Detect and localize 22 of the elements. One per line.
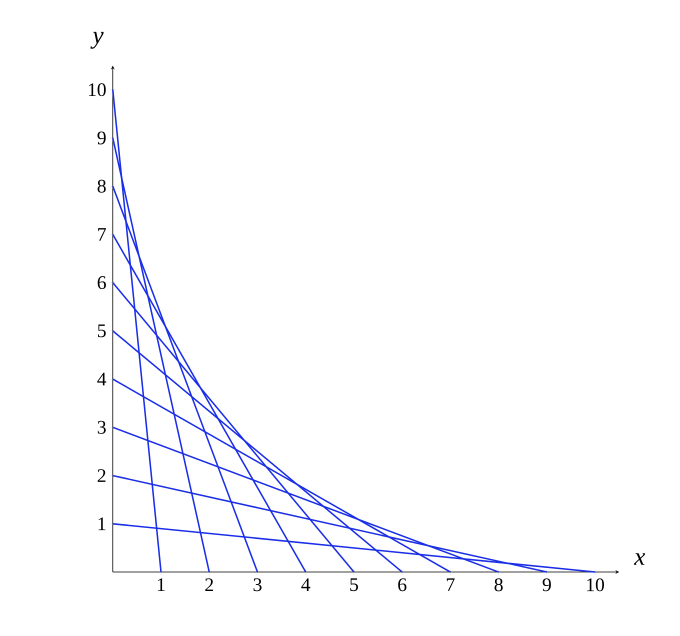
y-tick-label: 6 [98, 276, 106, 290]
x-tick-label: 8 [494, 578, 503, 592]
y-axis-title: y [90, 32, 104, 49]
y-tick-label: 4 [97, 372, 106, 386]
x-tick-label: 7 [446, 578, 455, 592]
x-tick-label: 9 [542, 578, 551, 592]
y-tick-label: 10 [88, 83, 106, 96]
y-tick-label: 2 [98, 469, 106, 482]
y-tick-label: 3 [98, 421, 106, 434]
y-tick-label: 8 [98, 180, 106, 193]
y-tick-label: 7 [98, 228, 106, 241]
y-tick-label: 5 [98, 324, 106, 338]
x-tick-label: 5 [350, 578, 358, 592]
x-tick-label: 10 [587, 578, 604, 592]
x-tick-label: 6 [398, 578, 406, 592]
x-tick-label: 2 [205, 578, 213, 592]
x-tick-label: 4 [301, 578, 310, 592]
x-tick-label: 1 [158, 578, 165, 592]
x-axis-title: x [634, 553, 646, 565]
y-tick-label: 1 [98, 518, 106, 530]
x-tick-label: 3 [254, 578, 262, 592]
y-tick-label: 9 [98, 132, 106, 145]
